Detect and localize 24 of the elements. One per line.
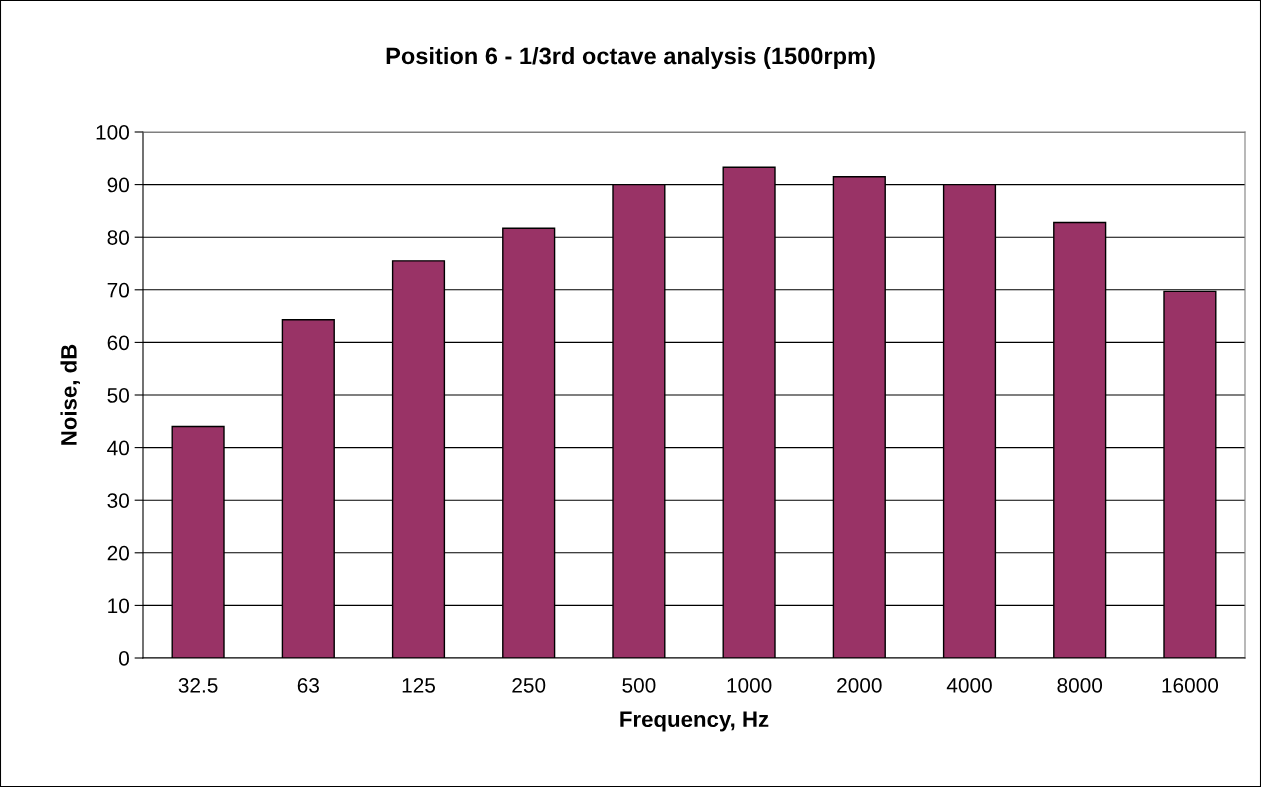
y-tick-label: 40 <box>107 440 129 456</box>
y-tick-label: 0 <box>119 651 129 666</box>
x-tick-label: 32.5 <box>178 677 218 693</box>
y-tick-label: 30 <box>107 493 129 508</box>
chart-title: Position 6 - 1/3rd octave analysis (1500rpm) <box>386 47 875 69</box>
x-tick-label: 63 <box>297 677 319 693</box>
y-tick-label: 20 <box>107 545 129 561</box>
y-tick-label: 60 <box>107 335 129 351</box>
x-tick-label: 250 <box>512 677 546 693</box>
x-tick-label: 125 <box>402 677 436 693</box>
x-tick-label: 8000 <box>1057 677 1103 693</box>
x-tick-label: 4000 <box>946 677 992 693</box>
x-tick-label: 1000 <box>727 677 772 693</box>
y-tick-label: 70 <box>107 282 129 298</box>
y-tick-label: 10 <box>108 598 129 614</box>
y-tick-label: 100 <box>96 125 129 140</box>
x-tick-label: 2000 <box>837 677 882 693</box>
x-tick-label: 16000 <box>1162 677 1219 693</box>
y-axis-title: Noise, dB <box>60 344 80 445</box>
x-axis-title: Frequency, Hz <box>620 711 769 732</box>
y-tick-label: 80 <box>107 230 129 245</box>
y-tick-label: 90 <box>107 177 129 193</box>
x-tick-label: 500 <box>622 677 656 693</box>
y-tick-label: 50 <box>107 388 129 403</box>
